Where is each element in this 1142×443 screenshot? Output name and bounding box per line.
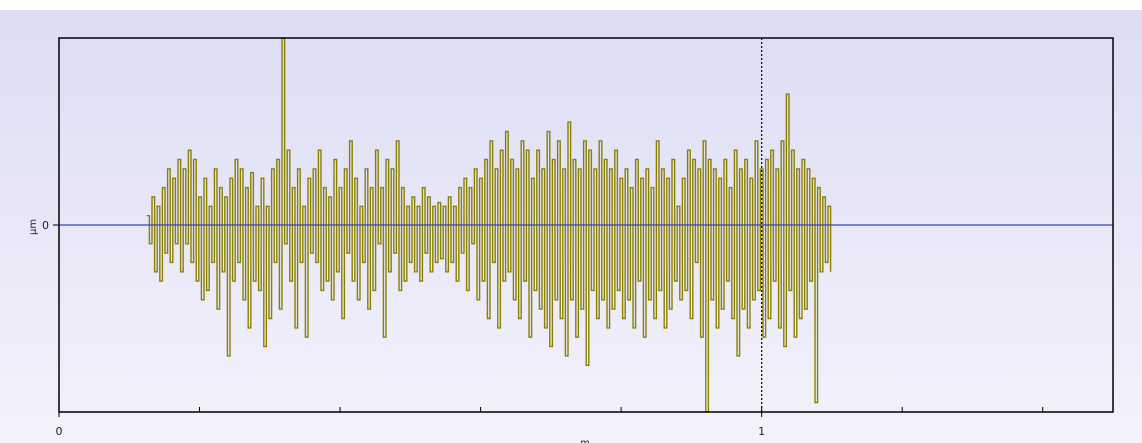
y-axis-label: µm	[28, 219, 39, 235]
y-axis-ticks: 0	[42, 219, 59, 232]
series-line-0	[146, 37, 832, 413]
x-tick-label: 1	[758, 425, 765, 438]
series-group	[146, 37, 832, 413]
x-tick-label: 0	[56, 425, 63, 438]
x-axis-label: m	[580, 438, 590, 443]
y-tick-label: 0	[42, 219, 49, 232]
